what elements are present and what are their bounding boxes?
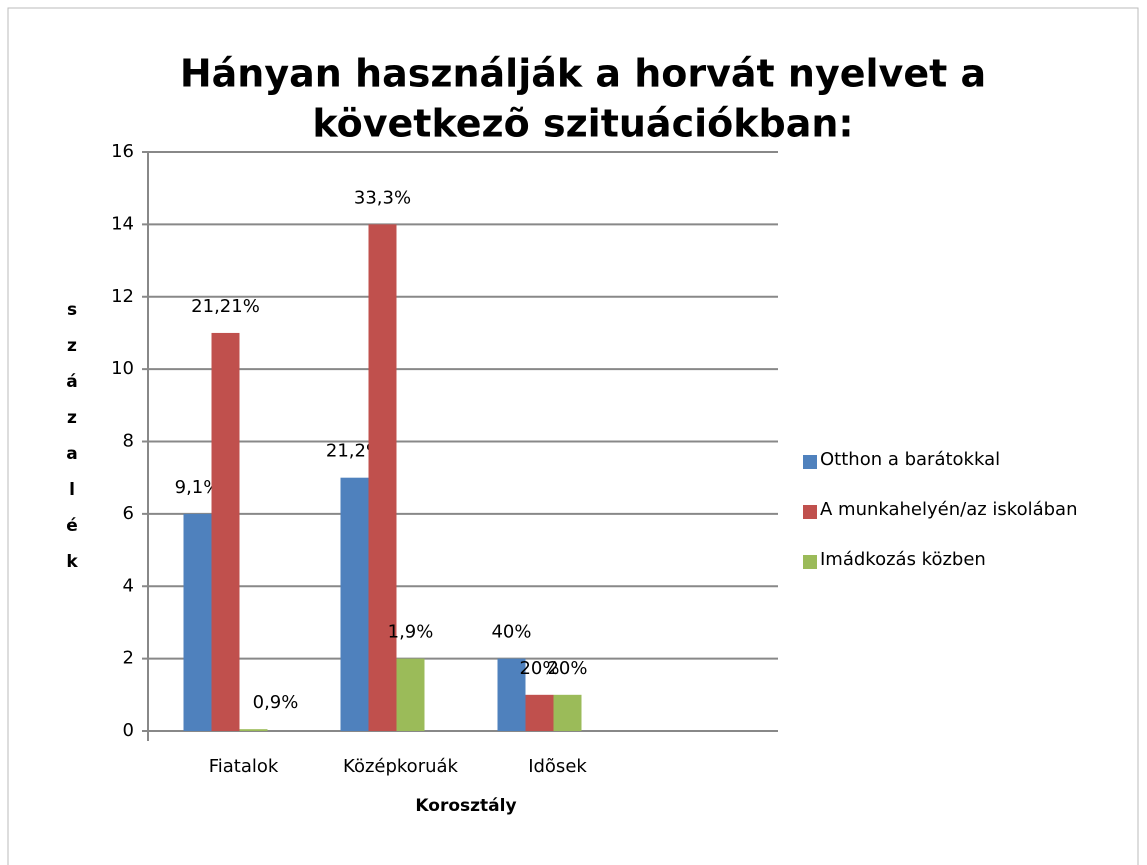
chart-title: következõ szituációkban:	[312, 102, 853, 146]
bar	[497, 658, 526, 731]
bar	[525, 694, 554, 731]
y-tick-label: 16	[111, 141, 134, 162]
data-label: 21,21%	[191, 296, 260, 317]
frame	[7, 7, 1139, 865]
x-axis-title: Korosztály	[415, 796, 516, 816]
data-label: 40%	[491, 622, 531, 643]
data-label: 33,3%	[354, 187, 411, 208]
legend-label: Otthon a barátokkal	[820, 449, 1000, 470]
y-axis-title: százalék	[62, 300, 82, 588]
y-tick-label: 12	[111, 286, 134, 307]
x-tick-label: Idõsek	[528, 756, 587, 777]
legend-swatch	[803, 555, 817, 569]
bar	[239, 729, 268, 731]
y-tick-label: 14	[111, 213, 134, 234]
bar	[396, 658, 425, 731]
data-label: 1,9%	[388, 622, 434, 643]
bar	[183, 513, 212, 731]
x-tick-label: Középkoruák	[343, 756, 459, 777]
data-label: 20%	[547, 658, 587, 679]
y-tick-label: 8	[123, 431, 134, 452]
y-tick-label: 10	[111, 358, 134, 379]
legend-label: A munkahelyén/az iskolában	[820, 499, 1077, 520]
legend-swatch	[803, 505, 817, 519]
bar	[340, 477, 369, 731]
chart-title: Hányan használják a horvát nyelvet a	[180, 52, 986, 96]
bar	[211, 332, 240, 731]
data-label: 20%	[519, 658, 559, 679]
data-label: 9,1%	[175, 477, 221, 498]
legend-swatch	[803, 455, 817, 469]
y-tick-label: 4	[123, 575, 134, 596]
data-label: 0,9%	[253, 692, 299, 713]
x-tick-label: Fiatalok	[209, 756, 279, 777]
legend-label: Imádkozás közben	[820, 549, 986, 570]
y-tick-label: 6	[123, 503, 134, 524]
y-tick-label: 2	[123, 648, 134, 669]
bar	[368, 224, 397, 731]
bar	[553, 694, 582, 731]
y-tick-label: 0	[123, 720, 134, 741]
